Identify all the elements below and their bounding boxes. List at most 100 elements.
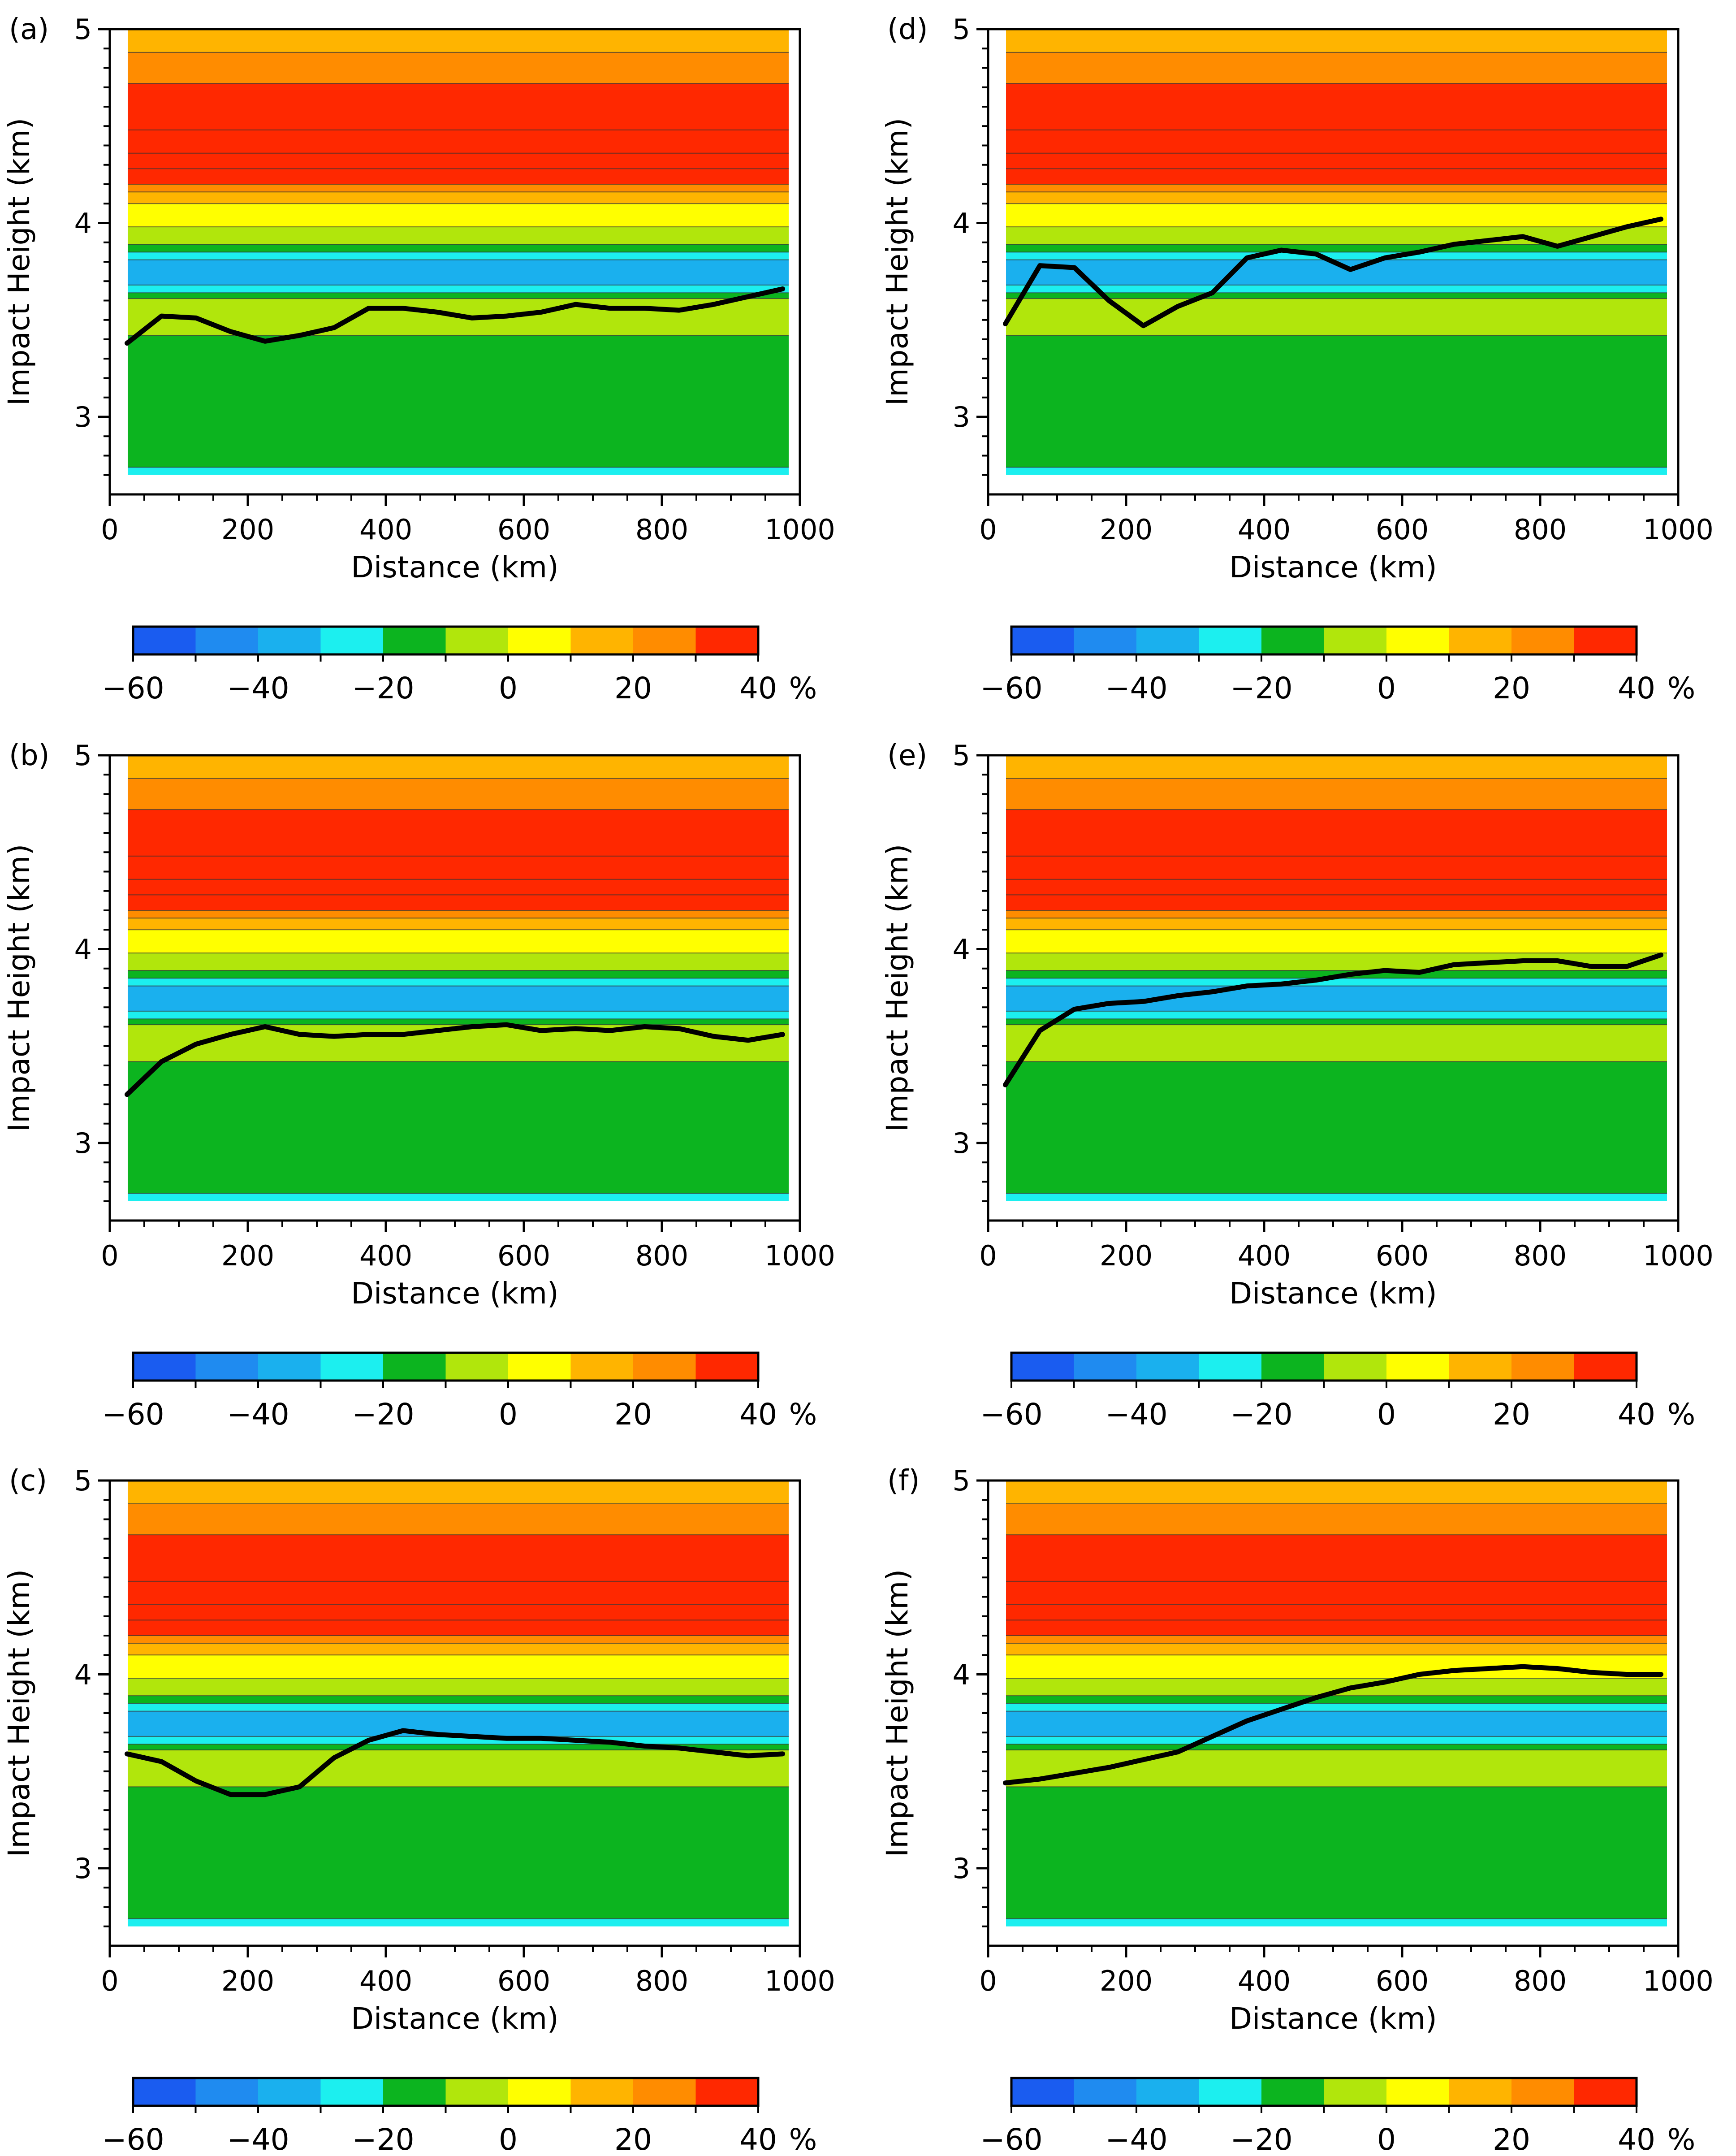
colorbar-segment [320,2078,384,2106]
y-axis-title: Impact Height (km) [880,844,915,1132]
x-axis-title: Distance (km) [1229,1276,1437,1311]
contour-band [1006,1744,1667,1750]
contour-band [1006,1061,1667,1194]
colorbar-unit: % [789,671,817,706]
colorbar-segment [1511,1353,1574,1381]
x-axis-title: Distance (km) [351,1276,559,1311]
contour-band [1006,918,1667,930]
contour-band [128,1787,789,1919]
y-tick-label: 4 [953,933,970,966]
contour-band [128,252,789,260]
contour-band [128,1011,789,1019]
colorbar-segment [1449,2078,1512,2106]
series-line [125,1022,785,1097]
colorbar-segment [570,627,634,654]
colorbar-tick-label: −60 [102,1397,164,1432]
x-axis-title: Distance (km) [351,550,559,584]
colorbar-tick-label: −60 [980,1397,1042,1432]
colorbar-segment [570,2078,634,2106]
contour-band [1006,29,1667,52]
colorbar-tick-label: 0 [499,671,518,706]
contour-band [128,1918,789,1927]
y-axis-title: Impact Height (km) [2,1569,36,1857]
colorbar-segment [320,627,384,654]
colorbar-segment [1386,2078,1449,2106]
contour-band [128,856,789,879]
colorbar-segment [1199,1353,1262,1381]
colorbar-unit: % [1667,671,1696,706]
y-tick-label: 5 [953,1464,970,1497]
x-tick-label: 600 [1376,1965,1429,1997]
x-tick-label: 200 [221,1965,274,1997]
x-tick-label: 400 [359,1239,412,1272]
y-axis-title: Impact Height (km) [2,844,36,1132]
colorbar-tick-label: 40 [739,671,777,706]
colorbar-segment [195,2078,259,2106]
contour-band [128,1750,789,1787]
contour-band [128,1061,789,1194]
colorbar-unit: % [1667,2122,1696,2156]
y-axis-title: Impact Height (km) [2,118,36,406]
y-axis-title: Impact Height (km) [880,118,915,406]
colorbar-segment [445,1353,509,1381]
contour-band [1006,184,1667,192]
x-tick-label: 0 [101,1965,118,1997]
contour-band [1006,930,1667,953]
contour-band [128,52,789,84]
contour-band [1006,1711,1667,1736]
series-line [1003,1664,1663,1786]
contour-band [128,986,789,1011]
colorbar-segment [195,1353,259,1381]
contour-band [1006,755,1667,779]
contour-band [128,978,789,986]
colorbar-segment [570,1353,634,1381]
x-tick-label: 600 [497,1239,550,1272]
contour-band [128,910,789,918]
x-axis-title: Distance (km) [351,2001,559,2036]
contour-band [1006,1736,1667,1745]
contour-band [128,879,789,895]
y-tick-label: 3 [74,401,92,433]
contour-band [128,970,789,978]
contour-band [128,130,789,153]
x-tick-label: 600 [497,1965,550,1997]
contour-band [1006,810,1667,856]
colorbar-segment [695,1353,759,1381]
contour-band [1006,244,1667,252]
x-tick-label: 800 [1514,513,1567,546]
colorbar-segment [633,1353,696,1381]
colorbar-tick-label: −20 [1230,671,1292,706]
series-line [1003,216,1663,329]
contour-band [128,335,789,468]
colorbar-segment [1011,627,1074,654]
x-tick-label: 400 [1238,513,1291,546]
contour-band [1006,1696,1667,1704]
colorbar-tick-label: −40 [1105,671,1167,706]
contour-band [1006,1703,1667,1711]
contour-band [128,169,789,184]
contour-band [1006,895,1667,910]
colorbar-segment [695,2078,759,2106]
y-tick-label: 4 [953,1658,970,1691]
contour-band [1006,299,1667,336]
contour-band [1006,1643,1667,1655]
panel-label: (c) [9,1464,47,1498]
contour-band [128,1604,789,1620]
colorbar-segment [633,2078,696,2106]
contour-band [128,153,789,169]
contour-band [1006,1481,1667,1504]
contour-band [128,1193,789,1201]
contour-band [128,930,789,953]
y-tick-label: 4 [74,207,92,240]
colorbar-tick-label: 20 [614,671,652,706]
contour-band [128,83,789,130]
contour-band [1006,1535,1667,1581]
contour-band [128,285,789,293]
contour-band [1006,978,1667,986]
x-axis-title: Distance (km) [1229,550,1437,584]
colorbar-tick-label: −40 [227,1397,289,1432]
colorbar-segment [1574,2078,1637,2106]
contour-band [128,227,789,245]
